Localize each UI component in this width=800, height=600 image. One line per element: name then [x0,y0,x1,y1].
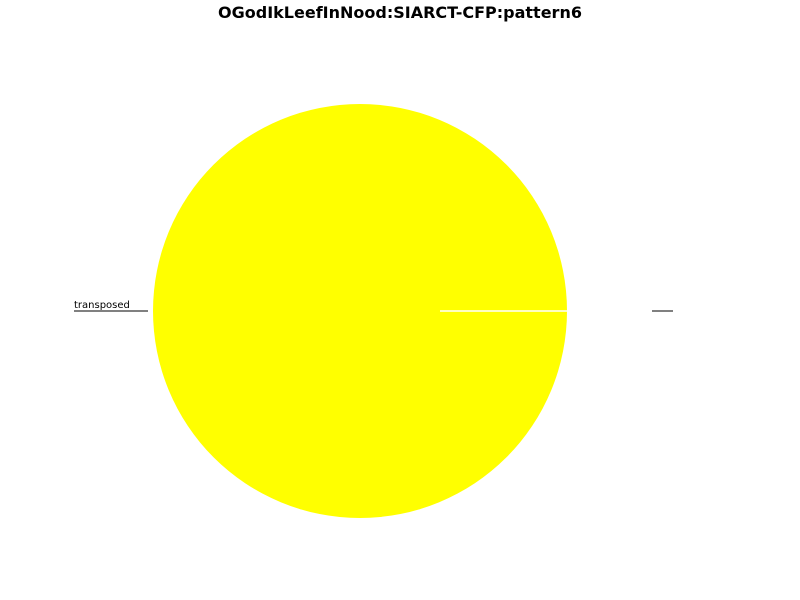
chart-title: OGodIkLeefInNood:SIARCT-CFP:pattern6 [218,3,582,22]
slice-label: transposed [74,300,130,311]
pie-slices [153,104,567,518]
pie-slice [153,104,567,518]
pie-labels: transposed [74,300,673,312]
